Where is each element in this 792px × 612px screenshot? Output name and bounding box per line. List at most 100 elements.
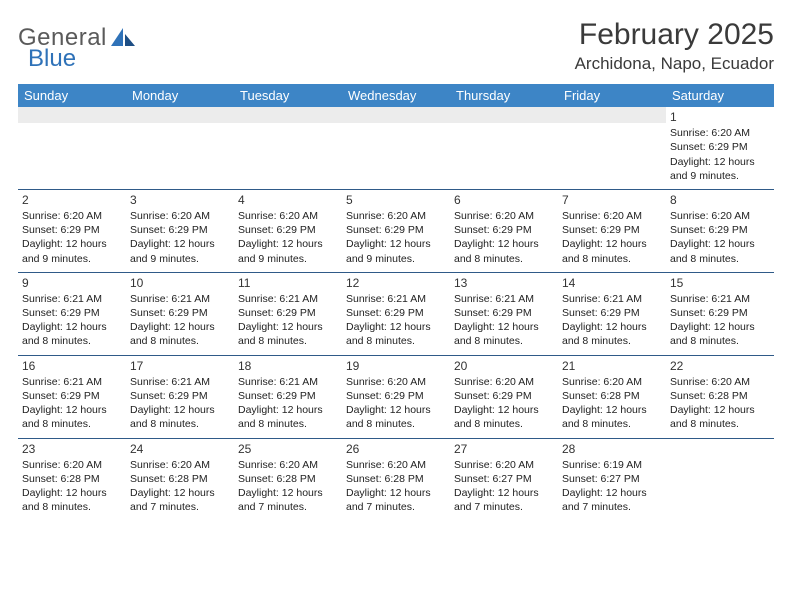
day-number: 16 [22, 358, 122, 374]
day-number: 7 [562, 192, 662, 208]
daylight-line: Daylight: 12 hours and 8 minutes. [670, 237, 770, 265]
week-row: 9Sunrise: 6:21 AMSunset: 6:29 PMDaylight… [18, 272, 774, 355]
daylight-line: Daylight: 12 hours and 9 minutes. [346, 237, 446, 265]
day-number: 22 [670, 358, 770, 374]
week-row: 1Sunrise: 6:20 AMSunset: 6:29 PMDaylight… [18, 107, 774, 189]
daylight-line: Daylight: 12 hours and 8 minutes. [22, 486, 122, 514]
daylight-line: Daylight: 12 hours and 8 minutes. [346, 320, 446, 348]
sunrise-line: Sunrise: 6:21 AM [22, 375, 122, 389]
sunset-line: Sunset: 6:28 PM [346, 472, 446, 486]
weekday-header: Thursday [450, 84, 558, 107]
empty-day [18, 107, 126, 189]
sunset-line: Sunset: 6:29 PM [130, 389, 230, 403]
calendar-day: 5Sunrise: 6:20 AMSunset: 6:29 PMDaylight… [342, 190, 450, 272]
day-number: 2 [22, 192, 122, 208]
sunrise-line: Sunrise: 6:21 AM [238, 292, 338, 306]
daylight-line: Daylight: 12 hours and 9 minutes. [22, 237, 122, 265]
week-row: 23Sunrise: 6:20 AMSunset: 6:28 PMDayligh… [18, 438, 774, 521]
sunrise-line: Sunrise: 6:20 AM [130, 458, 230, 472]
sunset-line: Sunset: 6:29 PM [346, 223, 446, 237]
calendar-day: 26Sunrise: 6:20 AMSunset: 6:28 PMDayligh… [342, 439, 450, 521]
sunrise-line: Sunrise: 6:20 AM [346, 458, 446, 472]
sunrise-line: Sunrise: 6:21 AM [346, 292, 446, 306]
daylight-line: Daylight: 12 hours and 9 minutes. [238, 237, 338, 265]
day-number: 26 [346, 441, 446, 457]
day-number: 19 [346, 358, 446, 374]
calendar-day: 18Sunrise: 6:21 AMSunset: 6:29 PMDayligh… [234, 356, 342, 438]
daylight-line: Daylight: 12 hours and 9 minutes. [670, 155, 770, 183]
daylight-line: Daylight: 12 hours and 7 minutes. [238, 486, 338, 514]
calendar-day: 27Sunrise: 6:20 AMSunset: 6:27 PMDayligh… [450, 439, 558, 521]
sunset-line: Sunset: 6:29 PM [22, 389, 122, 403]
header-bar: General February 2025 Archidona, Napo, E… [18, 18, 774, 74]
day-number: 8 [670, 192, 770, 208]
day-number: 27 [454, 441, 554, 457]
calendar-day: 23Sunrise: 6:20 AMSunset: 6:28 PMDayligh… [18, 439, 126, 521]
calendar: SundayMondayTuesdayWednesdayThursdayFrid… [18, 84, 774, 520]
sunset-line: Sunset: 6:28 PM [22, 472, 122, 486]
sunrise-line: Sunrise: 6:20 AM [562, 209, 662, 223]
weekday-header: Friday [558, 84, 666, 107]
sunrise-line: Sunrise: 6:20 AM [454, 375, 554, 389]
day-number: 14 [562, 275, 662, 291]
sunset-line: Sunset: 6:29 PM [670, 306, 770, 320]
week-row: 16Sunrise: 6:21 AMSunset: 6:29 PMDayligh… [18, 355, 774, 438]
empty-day [666, 439, 774, 521]
day-number: 28 [562, 441, 662, 457]
sunset-line: Sunset: 6:29 PM [670, 140, 770, 154]
sunset-line: Sunset: 6:29 PM [346, 389, 446, 403]
sunset-line: Sunset: 6:29 PM [670, 223, 770, 237]
calendar-day: 2Sunrise: 6:20 AMSunset: 6:29 PMDaylight… [18, 190, 126, 272]
weekday-header: Tuesday [234, 84, 342, 107]
sunrise-line: Sunrise: 6:20 AM [670, 209, 770, 223]
calendar-day: 21Sunrise: 6:20 AMSunset: 6:28 PMDayligh… [558, 356, 666, 438]
daylight-line: Daylight: 12 hours and 8 minutes. [22, 320, 122, 348]
calendar-day: 16Sunrise: 6:21 AMSunset: 6:29 PMDayligh… [18, 356, 126, 438]
day-number: 17 [130, 358, 230, 374]
sunset-line: Sunset: 6:28 PM [562, 389, 662, 403]
calendar-day: 7Sunrise: 6:20 AMSunset: 6:29 PMDaylight… [558, 190, 666, 272]
day-number: 13 [454, 275, 554, 291]
day-number: 4 [238, 192, 338, 208]
empty-day [450, 107, 558, 189]
sunrise-line: Sunrise: 6:20 AM [238, 458, 338, 472]
daylight-line: Daylight: 12 hours and 8 minutes. [670, 320, 770, 348]
sunrise-line: Sunrise: 6:20 AM [670, 126, 770, 140]
daylight-line: Daylight: 12 hours and 8 minutes. [562, 237, 662, 265]
sunset-line: Sunset: 6:29 PM [22, 306, 122, 320]
weekday-header-row: SundayMondayTuesdayWednesdayThursdayFrid… [18, 84, 774, 107]
calendar-day: 1Sunrise: 6:20 AMSunset: 6:29 PMDaylight… [666, 107, 774, 189]
sunset-line: Sunset: 6:29 PM [454, 389, 554, 403]
calendar-day: 12Sunrise: 6:21 AMSunset: 6:29 PMDayligh… [342, 273, 450, 355]
day-number: 12 [346, 275, 446, 291]
sunrise-line: Sunrise: 6:20 AM [22, 458, 122, 472]
calendar-day: 28Sunrise: 6:19 AMSunset: 6:27 PMDayligh… [558, 439, 666, 521]
calendar-day: 8Sunrise: 6:20 AMSunset: 6:29 PMDaylight… [666, 190, 774, 272]
sunset-line: Sunset: 6:28 PM [238, 472, 338, 486]
sunrise-line: Sunrise: 6:21 AM [238, 375, 338, 389]
calendar-day: 13Sunrise: 6:21 AMSunset: 6:29 PMDayligh… [450, 273, 558, 355]
day-number: 5 [346, 192, 446, 208]
daylight-line: Daylight: 12 hours and 7 minutes. [130, 486, 230, 514]
daylight-line: Daylight: 12 hours and 8 minutes. [346, 403, 446, 431]
sunrise-line: Sunrise: 6:20 AM [454, 209, 554, 223]
daylight-line: Daylight: 12 hours and 8 minutes. [130, 320, 230, 348]
day-number: 20 [454, 358, 554, 374]
daylight-line: Daylight: 12 hours and 9 minutes. [130, 237, 230, 265]
day-number: 9 [22, 275, 122, 291]
sunset-line: Sunset: 6:29 PM [238, 389, 338, 403]
sunset-line: Sunset: 6:29 PM [22, 223, 122, 237]
calendar-day: 9Sunrise: 6:21 AMSunset: 6:29 PMDaylight… [18, 273, 126, 355]
logo-word-2: Blue [28, 45, 76, 73]
day-number: 15 [670, 275, 770, 291]
daylight-line: Daylight: 12 hours and 8 minutes. [670, 403, 770, 431]
calendar-day: 10Sunrise: 6:21 AMSunset: 6:29 PMDayligh… [126, 273, 234, 355]
sunrise-line: Sunrise: 6:19 AM [562, 458, 662, 472]
daylight-line: Daylight: 12 hours and 8 minutes. [22, 403, 122, 431]
day-number: 10 [130, 275, 230, 291]
sunset-line: Sunset: 6:29 PM [130, 223, 230, 237]
sunrise-line: Sunrise: 6:20 AM [238, 209, 338, 223]
day-number: 21 [562, 358, 662, 374]
sunrise-line: Sunrise: 6:21 AM [130, 292, 230, 306]
sunset-line: Sunset: 6:29 PM [238, 223, 338, 237]
